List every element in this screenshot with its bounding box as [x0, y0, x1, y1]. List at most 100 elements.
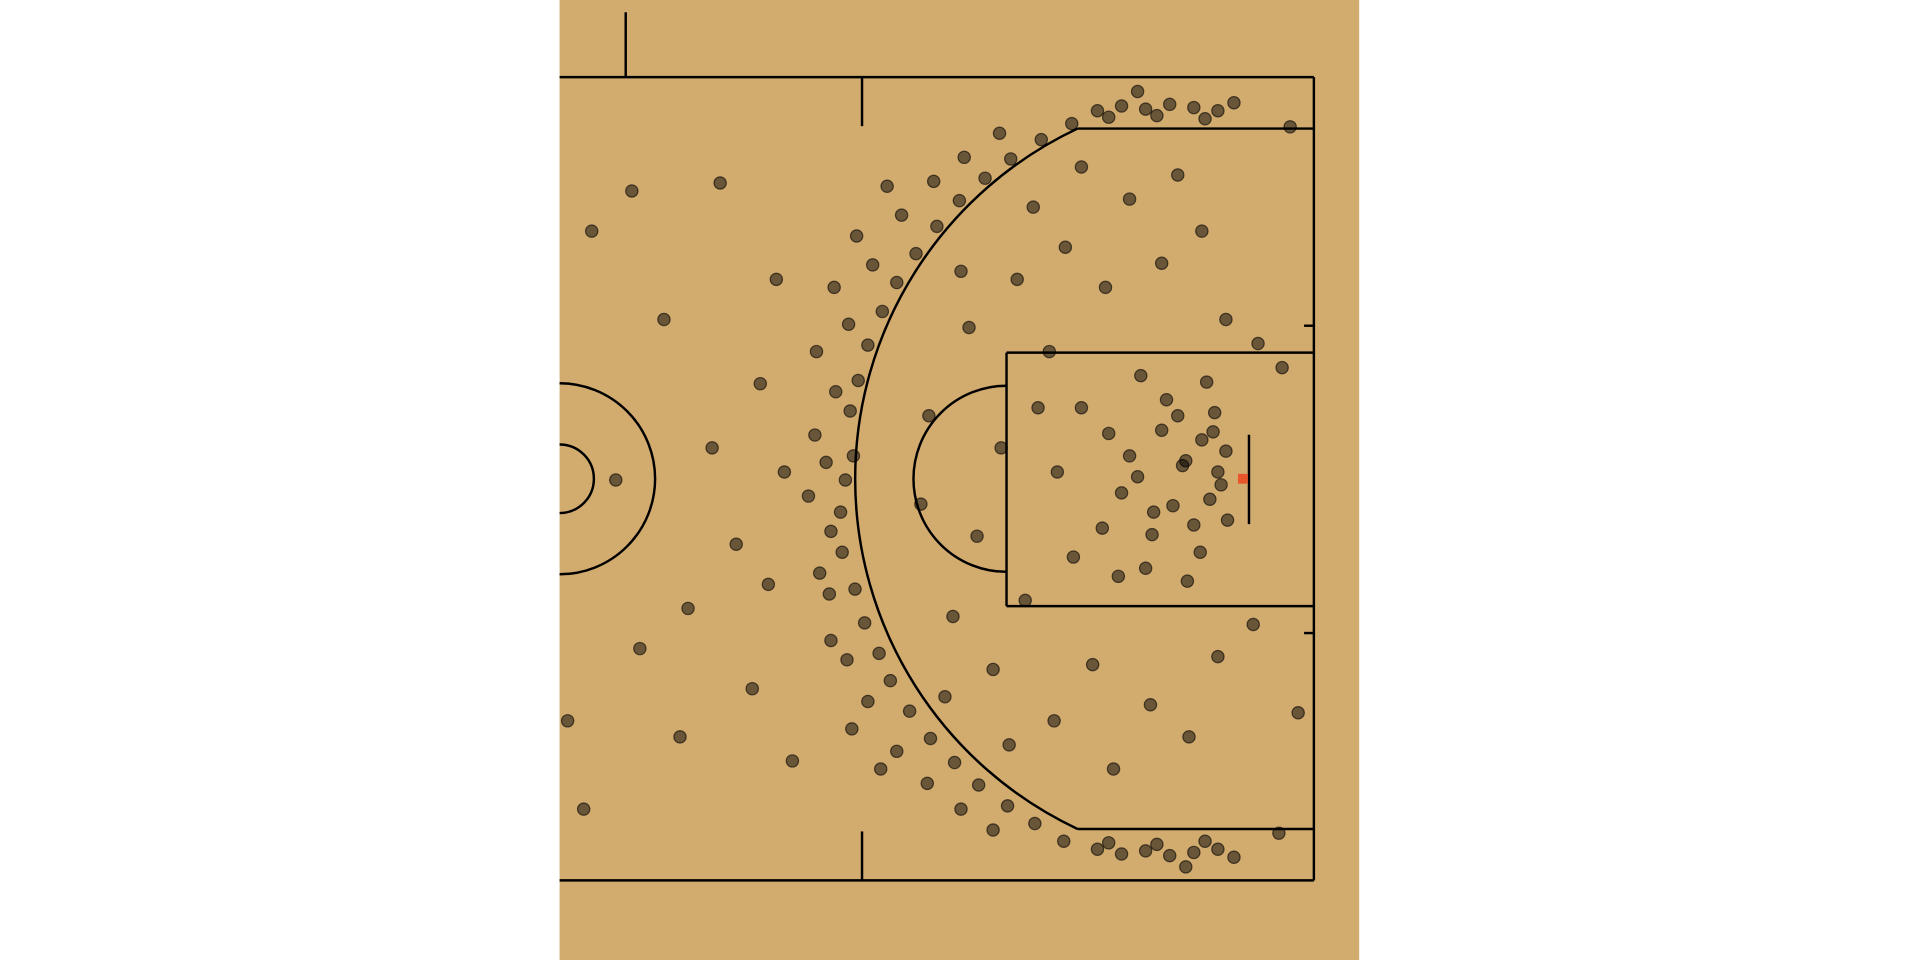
shot-point: [880, 179, 894, 193]
shot-point: [1010, 272, 1024, 287]
shot-point: [1171, 409, 1185, 423]
shot-point: [609, 473, 623, 487]
shot-point: [1018, 593, 1032, 608]
shot-point: [1134, 368, 1148, 383]
shot-point: [1219, 444, 1233, 458]
shot-point: [576, 802, 591, 816]
shot-point: [777, 465, 792, 479]
shot-point: [681, 601, 695, 616]
shot-point: [1057, 834, 1071, 848]
shot-point: [801, 489, 816, 503]
shot-point: [812, 566, 827, 580]
shot-point: [978, 171, 992, 185]
shot-point: [1138, 561, 1153, 576]
shot-point: [1000, 799, 1015, 813]
shot-point: [1042, 344, 1057, 359]
shot-point: [729, 537, 743, 551]
shot-point: [890, 744, 904, 759]
shot-point: [1130, 470, 1145, 484]
shot-point: [838, 473, 853, 487]
shot-point: [843, 404, 857, 418]
shot-point: [1122, 449, 1137, 463]
shot-point: [673, 730, 687, 744]
shot-point: [1101, 110, 1116, 124]
shot-point: [962, 320, 976, 335]
shot-point: [1206, 425, 1220, 439]
shot-point: [753, 376, 768, 391]
shot-point: [1187, 518, 1201, 532]
shot-point: [851, 373, 865, 388]
shot-point: [1154, 256, 1169, 271]
center-circle: [559, 382, 657, 576]
shot-point: [957, 150, 971, 165]
shot-point: [865, 258, 880, 272]
shot-point: [1065, 116, 1079, 131]
shot-point: [938, 689, 952, 704]
shot-point: [1106, 762, 1121, 776]
shot-point: [894, 208, 909, 222]
shot-point: [1195, 433, 1209, 447]
shot-point: [633, 641, 647, 656]
shot-point: [1004, 152, 1018, 166]
shot-point: [909, 246, 923, 261]
shot-point: [1098, 280, 1113, 295]
shot-point: [809, 344, 824, 359]
shot-point: [947, 755, 962, 770]
shot-point: [705, 441, 719, 455]
shot-point: [1182, 730, 1196, 744]
shot-point: [1074, 160, 1089, 174]
shot-point: [1090, 104, 1105, 118]
shot-point: [769, 272, 784, 287]
shot-point: [1283, 120, 1297, 134]
shot-point: [1219, 312, 1233, 327]
shot-point: [875, 304, 890, 319]
shot-point: [829, 384, 843, 399]
shot-point: [1101, 836, 1116, 850]
shot-point: [952, 193, 967, 208]
shot-point: [954, 802, 968, 816]
shot-point: [1211, 465, 1225, 479]
shot-point: [761, 577, 776, 592]
shot-point: [1187, 100, 1201, 115]
shot-point: [1227, 850, 1241, 864]
shot-point: [1143, 698, 1158, 712]
shot-point: [986, 662, 1000, 677]
shot-point: [841, 317, 856, 332]
shot-point: [946, 609, 960, 624]
shot-point: [1101, 426, 1116, 441]
shot-point: [1198, 112, 1212, 126]
shot-point: [1058, 240, 1073, 254]
shot-point: [1246, 617, 1260, 632]
shot-point: [1138, 102, 1153, 116]
shot-point: [835, 545, 849, 559]
shot-point: [1146, 505, 1161, 519]
shot-point: [954, 264, 968, 279]
free-throw-circle: [912, 384, 1007, 574]
shot-point: [1214, 478, 1228, 492]
shot-point: [902, 704, 917, 718]
center-circle-inner: [559, 443, 596, 515]
shot-point: [970, 529, 984, 543]
shot-point: [922, 409, 936, 423]
shot-point: [1166, 498, 1180, 513]
shot-point: [861, 338, 875, 352]
shot-point: [822, 587, 837, 601]
shot-point: [861, 694, 875, 709]
shot-point: [1047, 714, 1061, 728]
shot-point: [1114, 847, 1129, 861]
court-lines: [559, 12, 1316, 882]
shot-point: [1002, 738, 1016, 752]
shot-point: [1227, 96, 1241, 110]
shot-point: [992, 126, 1007, 140]
shot-point: [1251, 336, 1265, 351]
shot-point: [1203, 492, 1217, 506]
shot-point: [845, 722, 859, 736]
shot-point: [1085, 657, 1100, 672]
shot-point: [848, 582, 862, 596]
shot-point: [1193, 545, 1207, 559]
shot-point: [584, 224, 599, 238]
shot-point: [745, 681, 759, 696]
shot-point: [846, 449, 861, 463]
shot-point: [1034, 132, 1049, 147]
